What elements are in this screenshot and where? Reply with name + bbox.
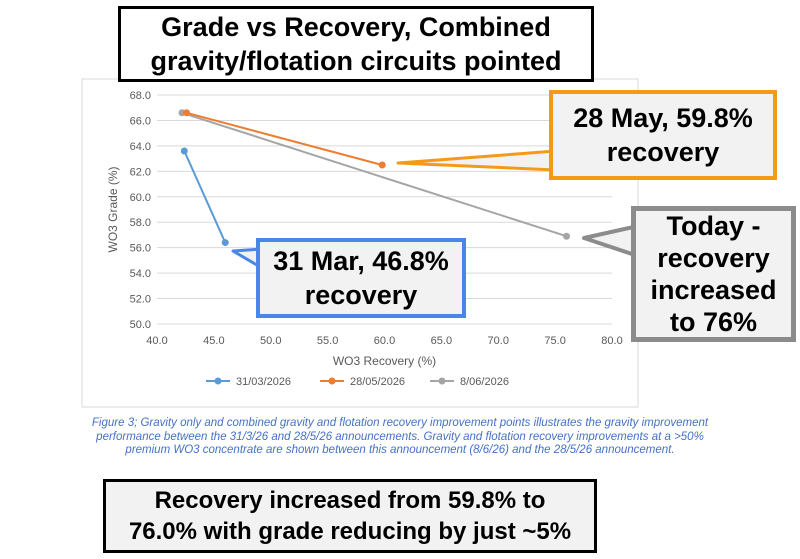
x-tick-label: 80.0 xyxy=(601,335,622,347)
y-tick-label: 56.0 xyxy=(130,243,151,255)
x-axis-label: WO3 Recovery (%) xyxy=(333,354,436,368)
legend-marker xyxy=(438,377,446,385)
y-tick-label: 68.0 xyxy=(130,90,151,102)
series-line-28/05/2026 xyxy=(186,111,383,166)
summary-box: Recovery increased from 59.8% to 76.0% w… xyxy=(103,479,597,553)
callout-today-line-3: increased xyxy=(650,275,777,305)
callout-may-line-1: 28 May, 59.8% xyxy=(573,103,753,133)
y-tick-label: 50.0 xyxy=(130,319,151,331)
data-point xyxy=(180,147,188,155)
title-box: Grade vs Recovery, Combined gravity/flot… xyxy=(118,6,594,82)
legend-label: 28/05/2026 xyxy=(350,376,405,388)
y-tick-label: 62.0 xyxy=(130,166,151,178)
series-line-31/03/2026 xyxy=(183,150,227,243)
data-point xyxy=(378,161,386,169)
title-line-2: gravity/flotation circuits pointed xyxy=(150,46,562,76)
series-line-8/06/2026 xyxy=(181,111,567,238)
callout-28-may: 28 May, 59.8% recovery xyxy=(549,90,777,180)
data-point xyxy=(221,239,229,247)
callout-31-mar: 31 Mar, 46.8% recovery xyxy=(256,238,466,318)
x-tick-label: 60.0 xyxy=(374,335,395,347)
y-tick-label: 66.0 xyxy=(130,115,151,127)
y-tick-label: 52.0 xyxy=(130,294,151,306)
legend-label: 8/06/2026 xyxy=(460,376,509,388)
x-tick-label: 40.0 xyxy=(146,335,167,347)
callout-mar-line-2: recovery xyxy=(304,280,418,310)
title-line-1: Grade vs Recovery, Combined xyxy=(161,12,551,42)
x-tick-label: 65.0 xyxy=(431,335,452,347)
legend-label: 31/03/2026 xyxy=(236,376,291,388)
callout-today-line-2: recovery xyxy=(657,243,770,273)
data-point xyxy=(183,109,191,117)
callout-today-line-4: to 76% xyxy=(669,307,758,337)
callout-mar-line-1: 31 Mar, 46.8% xyxy=(273,246,449,276)
callout-may-line-2: recovery xyxy=(606,137,720,167)
callout-today-line-1: Today - xyxy=(666,211,761,241)
x-tick-label: 75.0 xyxy=(544,335,565,347)
data-point xyxy=(563,232,570,240)
y-tick-label: 60.0 xyxy=(130,192,151,204)
x-tick-label: 45.0 xyxy=(203,335,224,347)
summary-line-1: Recovery increased from 59.8% to xyxy=(154,487,546,514)
y-tick-label: 58.0 xyxy=(130,217,151,229)
summary-line-2: 76.0% with grade reducing by just ~5% xyxy=(128,518,572,545)
callout-today: Today - recovery increased to 76% xyxy=(631,206,796,342)
y-axis-label: WO3 Grade (%) xyxy=(106,166,120,252)
x-tick-label: 55.0 xyxy=(317,335,338,347)
y-tick-label: 54.0 xyxy=(130,268,151,280)
x-tick-label: 70.0 xyxy=(488,335,509,347)
figure-caption: Figure 3; Gravity only and combined grav… xyxy=(91,417,709,456)
legend-marker xyxy=(214,377,222,385)
y-tick-label: 64.0 xyxy=(130,141,151,153)
x-tick-label: 50.0 xyxy=(260,335,281,347)
legend-marker xyxy=(328,377,336,385)
